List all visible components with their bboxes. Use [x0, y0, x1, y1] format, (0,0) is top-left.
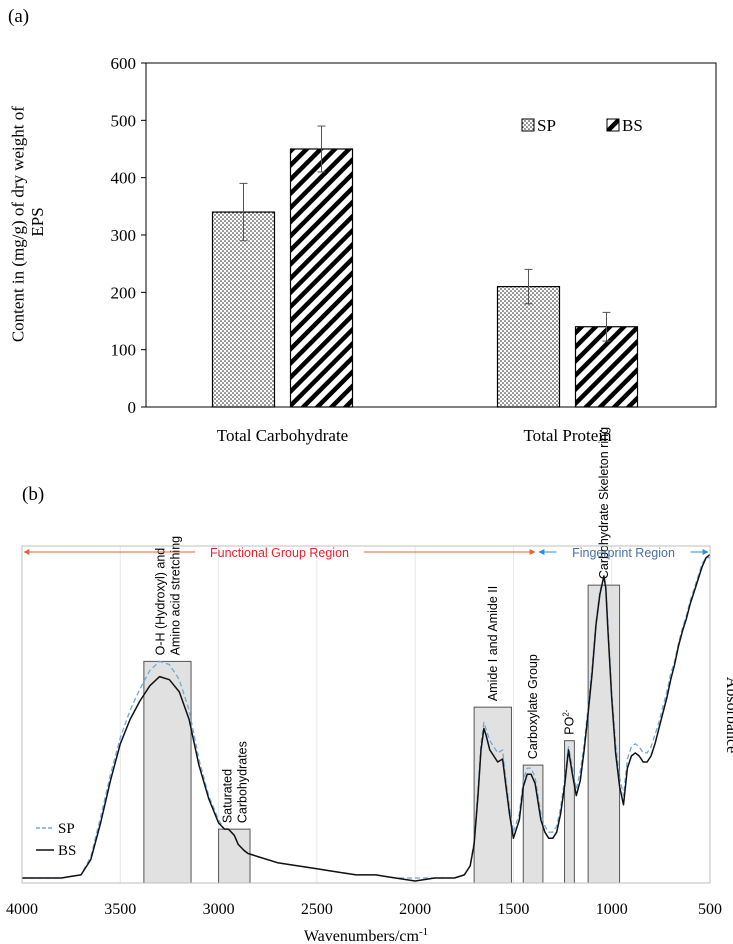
- annotation-label-4: PO2-: [561, 709, 576, 735]
- y-axis-label-line1: Content in (mg/g) of dry weight of: [9, 106, 28, 342]
- region-label-1: Fingerprint Region: [572, 546, 675, 560]
- annotation-label-2: Amide I and Amide II: [486, 586, 500, 701]
- y-axis-label-line2: EPS: [28, 207, 47, 236]
- panel-label-b: (b): [22, 484, 44, 505]
- annotation-label-text: Carboxylate Group: [526, 654, 540, 759]
- annotation-label-line1: Saturated: [220, 769, 234, 823]
- y-tick-label: 0: [128, 398, 137, 417]
- annotation-label-0: O-H (Hydroxyl) andAmino acid stretching: [154, 536, 183, 656]
- y-tick-label: 500: [111, 111, 137, 130]
- spectrum-annotation-boxes: O-H (Hydroxyl) andAmino acid stretching S…: [143, 427, 621, 884]
- legend-label-sp: SP: [537, 116, 556, 135]
- category-label: Total Protein: [523, 426, 612, 445]
- legend-swatch-sp: [521, 118, 535, 132]
- ftir-spectrum-panel: (b) O-H (Hydroxyl) andAmino acid stretch…: [6, 427, 733, 944]
- x-tick-label: 2500: [301, 901, 333, 918]
- annotation-label-5: Carbohydrate Skeleton ring: [597, 427, 611, 579]
- legend-label-sp: SP: [58, 821, 75, 837]
- bar-chart-plot-frame: [145, 62, 717, 408]
- spectrum-x-ticks: 4000 3500 3000 2500 2000 1500 1000 500: [6, 901, 722, 918]
- spectrum-y-axis-label: Absorbance: [723, 677, 733, 753]
- panel-label-a: (a): [8, 6, 29, 27]
- y-tick-label: 200: [111, 283, 137, 302]
- y-tick-label: 400: [111, 169, 137, 188]
- x-axis-label-superscript: -1: [419, 926, 428, 938]
- spectrum-region-arrows: Functional Group Region Fingerprint Regio…: [23, 546, 709, 560]
- region-label-0: Functional Group Region: [210, 546, 349, 560]
- bar-chart-y-axis-label: Content in (mg/g) of dry weight of EPS: [9, 102, 48, 342]
- x-tick-label: 1000: [596, 901, 628, 918]
- annotation-label-text: Carbohydrate Skeleton ring: [597, 427, 611, 579]
- annotation-box-0: [143, 660, 192, 884]
- annotation-box-2: [473, 706, 512, 884]
- annotation-label-1: SaturatedCarbohydrates: [220, 741, 249, 823]
- spectrum-plot-frame: [21, 545, 711, 884]
- bar-chart-legend: SP BS: [521, 116, 643, 135]
- annotation-label-line2: Amino acid stretching: [169, 536, 183, 656]
- annotation-label-text: Amide I and Amide II: [486, 586, 500, 701]
- annotation-label-superscript: 2-: [561, 709, 570, 716]
- annotation-label-text: PO: [562, 716, 576, 734]
- x-tick-label: 2000: [399, 901, 431, 918]
- spectrum-line-sp: [22, 557, 710, 879]
- y-tick-label: 600: [111, 54, 137, 73]
- x-tick-label: 3000: [203, 901, 235, 918]
- y-tick-label: 100: [111, 341, 137, 360]
- spectrum-legend: SP BS: [36, 821, 76, 859]
- x-tick-label: 500: [698, 901, 722, 918]
- spectrum-series: [22, 554, 711, 882]
- legend-swatch-bs: [606, 118, 620, 132]
- legend-label-bs: BS: [58, 843, 76, 859]
- bar-bs-0: [289, 148, 354, 408]
- annotation-box-1: [218, 828, 251, 884]
- annotation-box-3: [522, 764, 544, 884]
- annotation-box-4: [564, 740, 575, 884]
- bar-chart-panel: (a) Content in (mg/g) of dry weight of E…: [8, 6, 717, 445]
- x-axis-label-text: Wavenumbers/cm: [304, 928, 420, 944]
- bar-chart-y-ticks: 0 100 200 300 400 500 600: [111, 54, 146, 417]
- bar-chart-bars: [211, 125, 639, 408]
- legend-label-bs: BS: [622, 116, 643, 135]
- category-label: Total Carbohydrate: [217, 426, 348, 445]
- x-tick-label: 1500: [497, 901, 529, 918]
- bar-sp-1: [496, 286, 561, 408]
- spectrum-x-axis-label: Wavenumbers/cm-1: [304, 926, 428, 944]
- bar-chart-category-labels: Total Carbohydrate Total Protein: [217, 426, 612, 445]
- spectrum-line-bs: [22, 554, 711, 882]
- bar-sp-0: [211, 211, 276, 408]
- x-tick-label: 3500: [104, 901, 136, 918]
- x-tick-label: 4000: [6, 901, 38, 918]
- annotation-label-3: Carboxylate Group: [526, 654, 540, 759]
- annotation-label-line1: O-H (Hydroxyl) and: [154, 548, 168, 656]
- y-tick-label: 300: [111, 226, 137, 245]
- annotation-label-line2: Carbohydrates: [235, 741, 249, 823]
